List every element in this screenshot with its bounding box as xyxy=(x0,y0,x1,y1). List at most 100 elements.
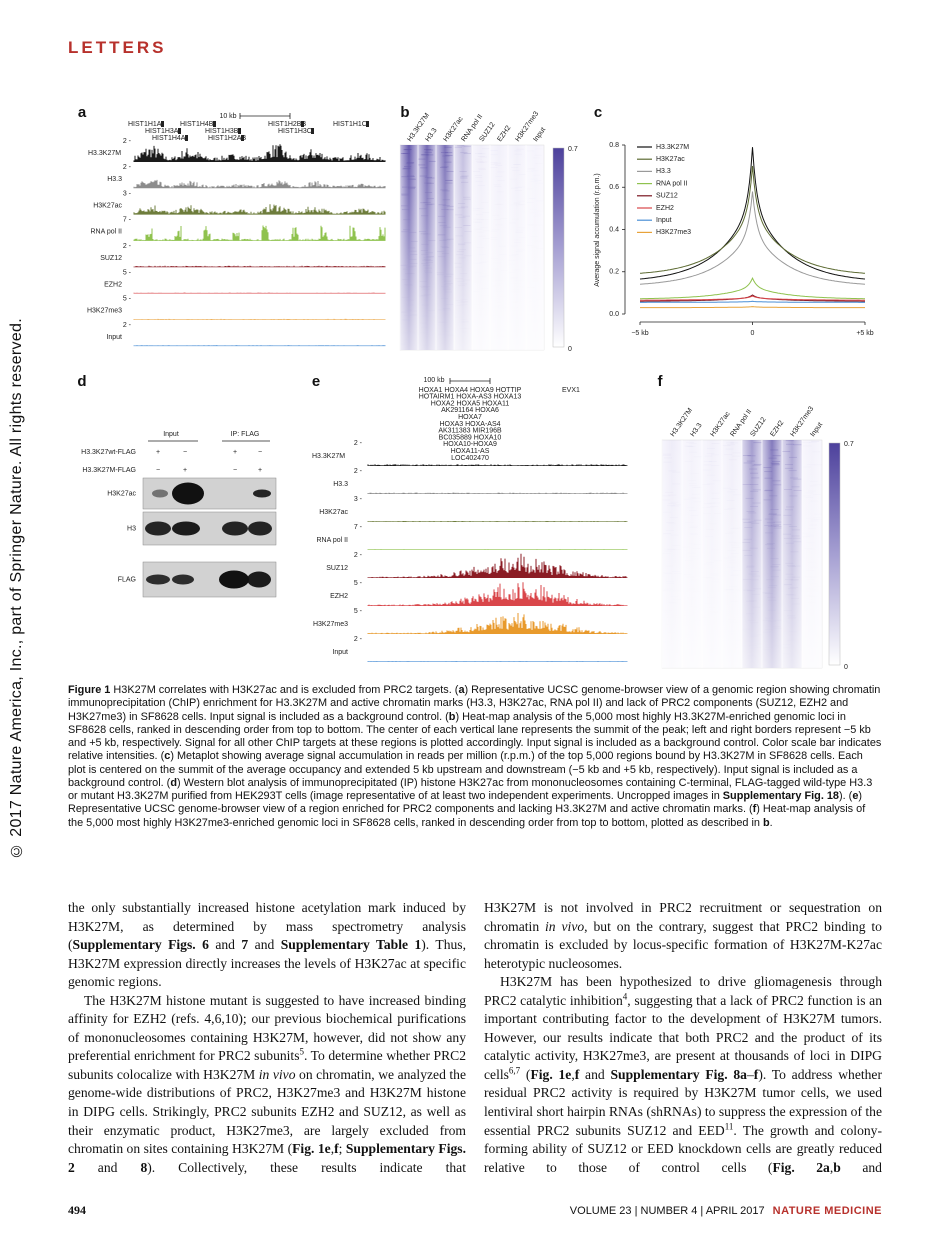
panel-label: f xyxy=(658,373,664,390)
text-run: b xyxy=(448,710,456,723)
legend-label: EZH2 xyxy=(656,205,674,212)
track-signal xyxy=(367,521,628,522)
text-run: b xyxy=(762,816,770,829)
text-run: f xyxy=(753,1066,759,1082)
text-run: Fig. 2a xyxy=(772,1159,830,1175)
gene-glyph xyxy=(185,135,188,141)
track-scale: 2 - xyxy=(123,164,132,171)
sign: − xyxy=(156,467,160,474)
gene-label: HOXA10-HOXA9 xyxy=(443,441,497,448)
text-run: ). Thus, H3K27M expression directly incr… xyxy=(68,937,466,990)
track-name: H3.3K27M xyxy=(88,150,121,157)
gene-label: HIST1H3C xyxy=(278,128,312,135)
sign: − xyxy=(183,449,187,456)
legend-label: SUZ12 xyxy=(656,193,678,200)
blot-label: H3 xyxy=(127,525,136,532)
text-run: . To determine whether PRC2 subunits col… xyxy=(68,1048,466,1082)
text-run: Supplementary Figs. 2 xyxy=(68,1141,466,1175)
text-run: f xyxy=(334,1141,339,1157)
text-run: and xyxy=(74,1159,141,1175)
track-scale: 2 - xyxy=(123,243,132,250)
paragraph: H3K27M has been hypothesized to drive gl… xyxy=(484,973,882,1177)
track-signal xyxy=(133,144,386,162)
gene-glyph xyxy=(366,121,369,127)
y-tick-label: 0.8 xyxy=(609,142,619,149)
panel-label: c xyxy=(594,104,602,121)
gene-label: BC035889 HOXA10 xyxy=(439,434,502,441)
text-run: Figure 1 xyxy=(68,684,111,696)
text-run: 6,7 xyxy=(508,1065,521,1076)
gene-label: HIST1H3A xyxy=(145,128,179,135)
sign: + xyxy=(156,449,160,456)
track-name: RNA pol II xyxy=(90,229,122,236)
blot-band xyxy=(145,521,171,536)
text-run: , xyxy=(330,1141,335,1157)
section-header: LETTERS xyxy=(68,38,167,57)
track-scale: 5 - xyxy=(354,608,363,615)
y-axis-label: Average signal accumulation (r.p.m.) xyxy=(594,173,601,286)
track-signal xyxy=(367,549,628,550)
gene-glyph xyxy=(241,135,244,141)
track-signal xyxy=(367,553,628,578)
track-scale: 2 - xyxy=(354,636,363,643)
gene-label: HIST1H1C xyxy=(333,121,367,128)
text-run: Supplementary Fig. 8a xyxy=(610,1066,747,1082)
column-label: H3.3 xyxy=(689,422,703,438)
gene-label: HIST1H4B xyxy=(180,121,214,128)
text-run: 11 xyxy=(724,1121,734,1132)
track-scale: 3 - xyxy=(354,496,363,503)
gene-label: HOXA2 HOXA5 HOXA11 xyxy=(431,400,510,407)
text-run: H3K27M correlates with H3K27ac and is ex… xyxy=(110,684,459,696)
text-run: Supplementary Table 1 xyxy=(280,937,422,953)
footer-right: VOLUME 23 | NUMBER 4 | APRIL 2017 NATURE … xyxy=(570,1205,882,1217)
profile-line xyxy=(640,276,865,300)
text-run: and xyxy=(248,937,281,953)
column-label: SUZ12 xyxy=(749,416,767,438)
column-label: SUZ12 xyxy=(478,121,496,143)
blot-band xyxy=(222,521,248,536)
text-run: ) Representative UCSC genome-browser vie… xyxy=(68,790,863,816)
column-label: Input xyxy=(532,126,547,143)
legend-label: H3.3K27M xyxy=(656,144,689,151)
sign: − xyxy=(258,449,262,456)
gene-glyph xyxy=(301,121,304,127)
track-scale: 7 - xyxy=(123,217,132,224)
heatmap-fade xyxy=(662,440,822,668)
panel-label: a xyxy=(78,104,87,121)
text-run: ) Heat-map analysis of the 5,000 most hi… xyxy=(68,710,882,763)
text-run: , suggesting that a lack of PRC2 functio… xyxy=(484,992,882,1082)
heatmap-fade xyxy=(400,145,544,350)
color-scale xyxy=(828,442,841,666)
blot-band xyxy=(172,521,200,536)
body-column: the only substantially increased histone… xyxy=(68,899,466,1177)
blot-band xyxy=(247,571,271,588)
text-run: ; xyxy=(338,1141,346,1157)
track-signal xyxy=(133,204,386,215)
track-scale: 2 - xyxy=(123,322,132,329)
text-run: and xyxy=(579,1066,611,1082)
profile-line xyxy=(640,300,865,303)
column-label: EZH2 xyxy=(496,124,512,143)
track-signal xyxy=(367,613,628,634)
text-run: c xyxy=(164,750,171,763)
row-label: H3.3K27M-FLAG xyxy=(82,467,136,474)
track-scale: 7 - xyxy=(354,524,363,531)
column-label: Input xyxy=(809,421,824,438)
track-signal xyxy=(133,225,386,241)
text-run: 8 xyxy=(140,1159,148,1175)
track-scale: 2 - xyxy=(354,552,363,559)
text-run: H3K27M has been hypothesized to drive gl… xyxy=(484,974,882,1008)
track-name: SUZ12 xyxy=(326,565,348,572)
text-run: ) Heat-map analysis of the 5,000 most hi… xyxy=(68,803,866,829)
text-run: Fig. 1e xyxy=(530,1066,572,1082)
text-run: , xyxy=(571,1066,575,1082)
text-run: Supplementary Figs. 6 xyxy=(72,937,209,953)
track-signal xyxy=(133,292,386,294)
text-run: in vivo xyxy=(258,1066,296,1082)
color-scale xyxy=(552,147,565,348)
profile-line xyxy=(640,295,865,301)
heatmap-streak xyxy=(790,668,798,669)
legend-label: RNA pol II xyxy=(656,180,688,187)
track-signal xyxy=(367,464,628,466)
